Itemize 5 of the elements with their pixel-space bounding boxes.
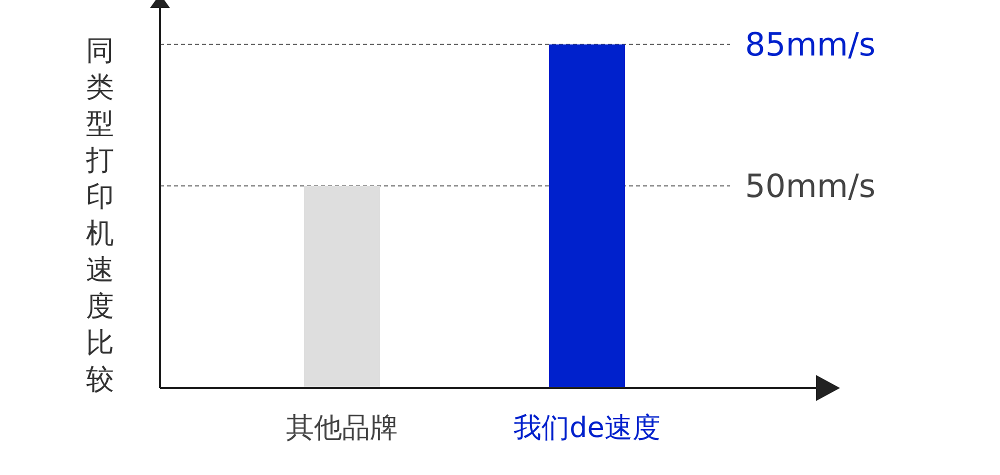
x-tick-label: 我们de速度 (514, 411, 660, 444)
x-tick-label: 其他品牌 (286, 411, 398, 444)
text: 同类型打印机速度比较 (86, 34, 114, 396)
y-tick-label: 50mm/s (745, 167, 876, 206)
y-tick-label: 85mm/s (745, 26, 876, 64)
